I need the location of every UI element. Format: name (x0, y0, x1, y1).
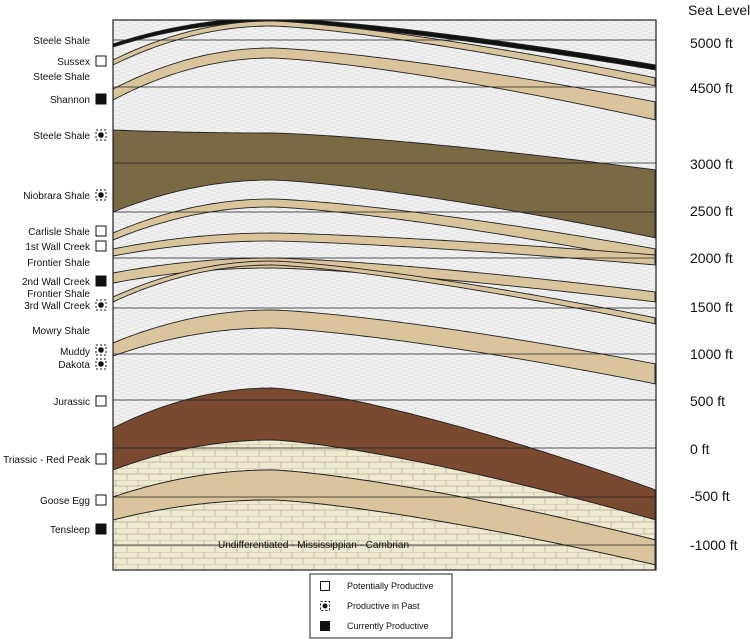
elevation-label: -500 ft (690, 488, 730, 504)
formation-label: Sussex (57, 57, 90, 68)
productive-in-past-icon (95, 189, 107, 201)
potentially-productive-icon (95, 395, 107, 407)
stratum-band (113, 232, 656, 266)
formation-label: Steele Shale (33, 72, 90, 83)
formation-label: Steele Shale (33, 131, 90, 142)
formation-label: Goose Egg (40, 496, 90, 507)
basement-label: Undifferentiated - Mississippian - Cambr… (218, 540, 409, 551)
potentially-productive-icon (320, 581, 330, 591)
elevation-label: 1000 ft (690, 346, 733, 362)
elevation-label: 500 ft (690, 393, 725, 409)
elevation-label: 3000 ft (690, 156, 733, 172)
formation-label: Frontier Shale (27, 258, 90, 269)
legend-label: Currently Productive (347, 621, 429, 631)
formation-label: 3rd Wall Creek (24, 301, 91, 312)
legend: Potentially Productive Productive in Pas… (309, 573, 453, 639)
elevation-label: -1000 ft (690, 537, 738, 553)
legend-box (309, 573, 453, 639)
formation-label: Dakota (58, 360, 90, 371)
potentially-productive-icon (95, 240, 107, 252)
elevation-label: Sea Level (688, 2, 750, 18)
potentially-productive-icon (95, 55, 107, 67)
elevation-label: 2500 ft (690, 203, 733, 219)
stratum-band (113, 309, 656, 385)
formation-label: 2nd Wall Creek (22, 277, 91, 288)
elevation-label: 4500 ft (690, 80, 733, 96)
stratum-band (113, 257, 656, 303)
productive-in-past-icon (320, 601, 330, 611)
formation-label: Tensleep (50, 525, 90, 536)
legend-label: Potentially Productive (347, 581, 434, 591)
potentially-productive-icon (95, 453, 107, 465)
stratum-band (113, 129, 656, 239)
stratum-band (113, 499, 656, 570)
formation-list: Steele Shale Sussex Steele Shale Shannon… (3, 36, 91, 536)
formation-label: Shannon (50, 95, 90, 106)
stratum-band (113, 47, 656, 121)
productive-in-past-icon (95, 129, 107, 141)
formation-label: 1st Wall Creek (25, 242, 91, 253)
legend-label: Productive in Past (347, 601, 420, 611)
formation-label: Triassic - Red Peak (3, 455, 91, 466)
formation-label: Mowry Shale (32, 326, 90, 337)
formation-label: Jurassic (53, 397, 90, 408)
formation-label: Niobrara Shale (23, 191, 90, 202)
elevation-label: 0 ft (690, 441, 710, 457)
elevation-label: 1500 ft (690, 299, 733, 315)
status-symbols (95, 55, 107, 535)
productive-in-past-icon (95, 358, 107, 370)
currently-productive-icon (320, 621, 330, 631)
potentially-productive-icon (95, 225, 107, 237)
section-frame (112, 19, 657, 571)
productive-in-past-icon (95, 299, 107, 311)
productive-in-past-icon (95, 344, 107, 356)
currently-productive-icon (95, 93, 107, 105)
strata-layers (113, 20, 656, 570)
currently-productive-icon (95, 275, 107, 287)
stratum-band (113, 260, 656, 325)
formation-label: Steele Shale (33, 36, 90, 47)
formation-label: Muddy (60, 347, 90, 358)
potentially-productive-icon (95, 494, 107, 506)
stratum-band (113, 20, 656, 87)
currently-productive-icon (95, 523, 107, 535)
elevation-label: 5000 ft (690, 35, 733, 51)
formation-label: Frontier Shale (27, 289, 90, 300)
formation-label: Carlisle Shale (28, 227, 90, 238)
elevation-label: 2000 ft (690, 250, 733, 266)
elevation-axis: Sea Level 5000 ft 4500 ft 3000 ft 2500 f… (688, 2, 750, 553)
